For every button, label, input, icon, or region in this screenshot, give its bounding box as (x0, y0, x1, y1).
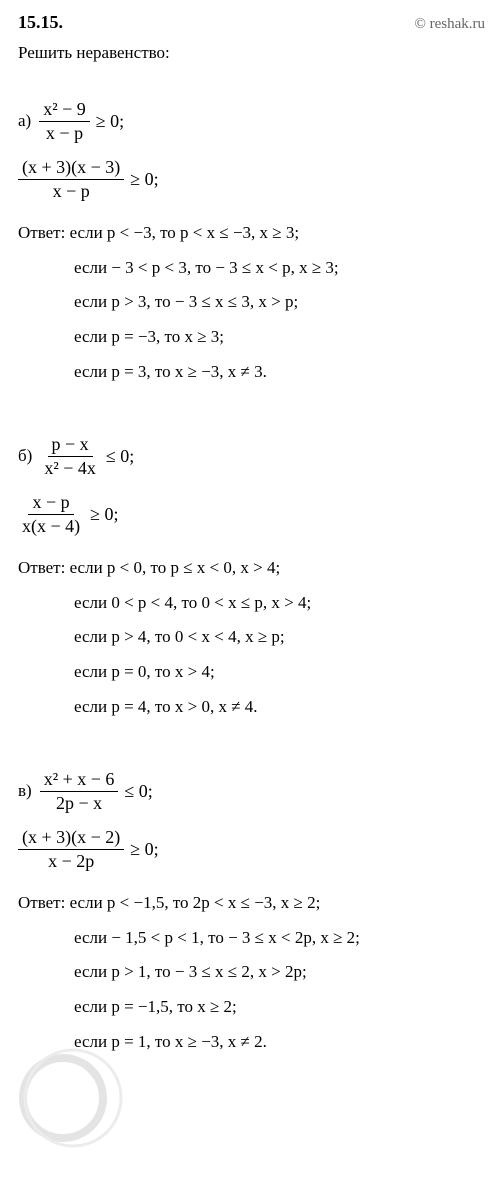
exercise-number: 15.15. (18, 12, 63, 33)
part-c-step-rel: ≥ 0; (130, 839, 158, 860)
part-c-inequality: в) x² + x − 6 2p − x ≤ 0; (18, 769, 485, 813)
part-a-step-rel: ≥ 0; (130, 169, 158, 190)
answer-line: если p = 3, то x ≥ −3, x ≠ 3. (18, 355, 485, 390)
header: 15.15. © reshak.ru (18, 12, 485, 33)
part-a-step-num: (x + 3)(x − 3) (18, 157, 124, 180)
part-b-num: p − x (48, 434, 93, 457)
answer-line: если p = −1,5, то x ≥ 2; (18, 990, 485, 1025)
answer-line: если − 3 < p < 3, то − 3 ≤ x < p, x ≥ 3; (18, 251, 485, 286)
part-c-step-fraction: (x + 3)(x − 2) x − 2p (18, 827, 124, 871)
part-a: а) x² − 9 x − p ≥ 0; (x + 3)(x − 3) x − … (18, 99, 485, 390)
answer-line: Ответ: если p < −3, то p < x ≤ −3, x ≥ 3… (18, 216, 485, 251)
part-b-step: x − p x(x − 4) ≥ 0; (18, 492, 485, 536)
part-c-step-num: (x + 3)(x − 2) (18, 827, 124, 850)
part-b-fraction: p − x x² − 4x (40, 434, 100, 478)
part-c-num: x² + x − 6 (40, 769, 119, 792)
part-a-label: а) (18, 111, 31, 131)
answer-line: если p = −3, то x ≥ 3; (18, 320, 485, 355)
part-c-answer: Ответ: если p < −1,5, то 2p < x ≤ −3, x … (18, 886, 485, 1060)
part-b-answer: Ответ: если p < 0, то p ≤ x < 0, x > 4; … (18, 551, 485, 725)
answer-line: если p = 1, то x ≥ −3, x ≠ 2. (18, 1025, 485, 1060)
part-c: в) x² + x − 6 2p − x ≤ 0; (x + 3)(x − 2)… (18, 769, 485, 1060)
part-a-fraction: x² − 9 x − p (39, 99, 90, 143)
part-b-step-num: x − p (28, 492, 73, 515)
part-c-fraction: x² + x − 6 2p − x (40, 769, 119, 813)
part-a-inequality: а) x² − 9 x − p ≥ 0; (18, 99, 485, 143)
part-b-den: x² − 4x (40, 457, 100, 479)
answer-line: если p = 0, то x > 4; (18, 655, 485, 690)
answer-line: если 0 < p < 4, то 0 < x ≤ p, x > 4; (18, 586, 485, 621)
answer-line: если p = 4, то x > 0, x ≠ 4. (18, 690, 485, 725)
part-c-den: 2p − x (52, 792, 106, 814)
part-c-step: (x + 3)(x − 2) x − 2p ≥ 0; (18, 827, 485, 871)
part-a-step-fraction: (x + 3)(x − 3) x − p (18, 157, 124, 201)
part-a-rel: ≥ 0; (96, 111, 124, 132)
part-b-step-rel: ≥ 0; (90, 504, 118, 525)
part-a-step: (x + 3)(x − 3) x − p ≥ 0; (18, 157, 485, 201)
part-c-rel: ≤ 0; (124, 781, 152, 802)
watermark-top: © reshak.ru (414, 16, 485, 33)
part-b-label: б) (18, 446, 32, 466)
part-b-step-fraction: x − p x(x − 4) (18, 492, 84, 536)
answer-line: если − 1,5 < p < 1, то − 3 ≤ x < 2p, x ≥… (18, 921, 485, 956)
part-b: б) p − x x² − 4x ≤ 0; x − p x(x − 4) ≥ 0… (18, 434, 485, 725)
part-b-rel: ≤ 0; (106, 446, 134, 467)
answer-line: если p > 3, то − 3 ≤ x ≤ 3, x > p; (18, 285, 485, 320)
part-b-inequality: б) p − x x² − 4x ≤ 0; (18, 434, 485, 478)
task-title: Решить неравенство: (18, 43, 485, 63)
part-c-label: в) (18, 781, 32, 801)
part-a-num: x² − 9 (39, 99, 90, 122)
part-a-den: x − p (42, 122, 87, 144)
answer-line: если p > 4, то 0 < x < 4, x ≥ p; (18, 620, 485, 655)
answer-line: Ответ: если p < 0, то p ≤ x < 0, x > 4; (18, 551, 485, 586)
part-b-step-den: x(x − 4) (18, 515, 84, 537)
answer-line: если p > 1, то − 3 ≤ x ≤ 2, x > 2p; (18, 955, 485, 990)
part-a-step-den: x − p (49, 180, 94, 202)
part-c-step-den: x − 2p (44, 850, 98, 872)
part-a-answer: Ответ: если p < −3, то p < x ≤ −3, x ≥ 3… (18, 216, 485, 390)
answer-line: Ответ: если p < −1,5, то 2p < x ≤ −3, x … (18, 886, 485, 921)
